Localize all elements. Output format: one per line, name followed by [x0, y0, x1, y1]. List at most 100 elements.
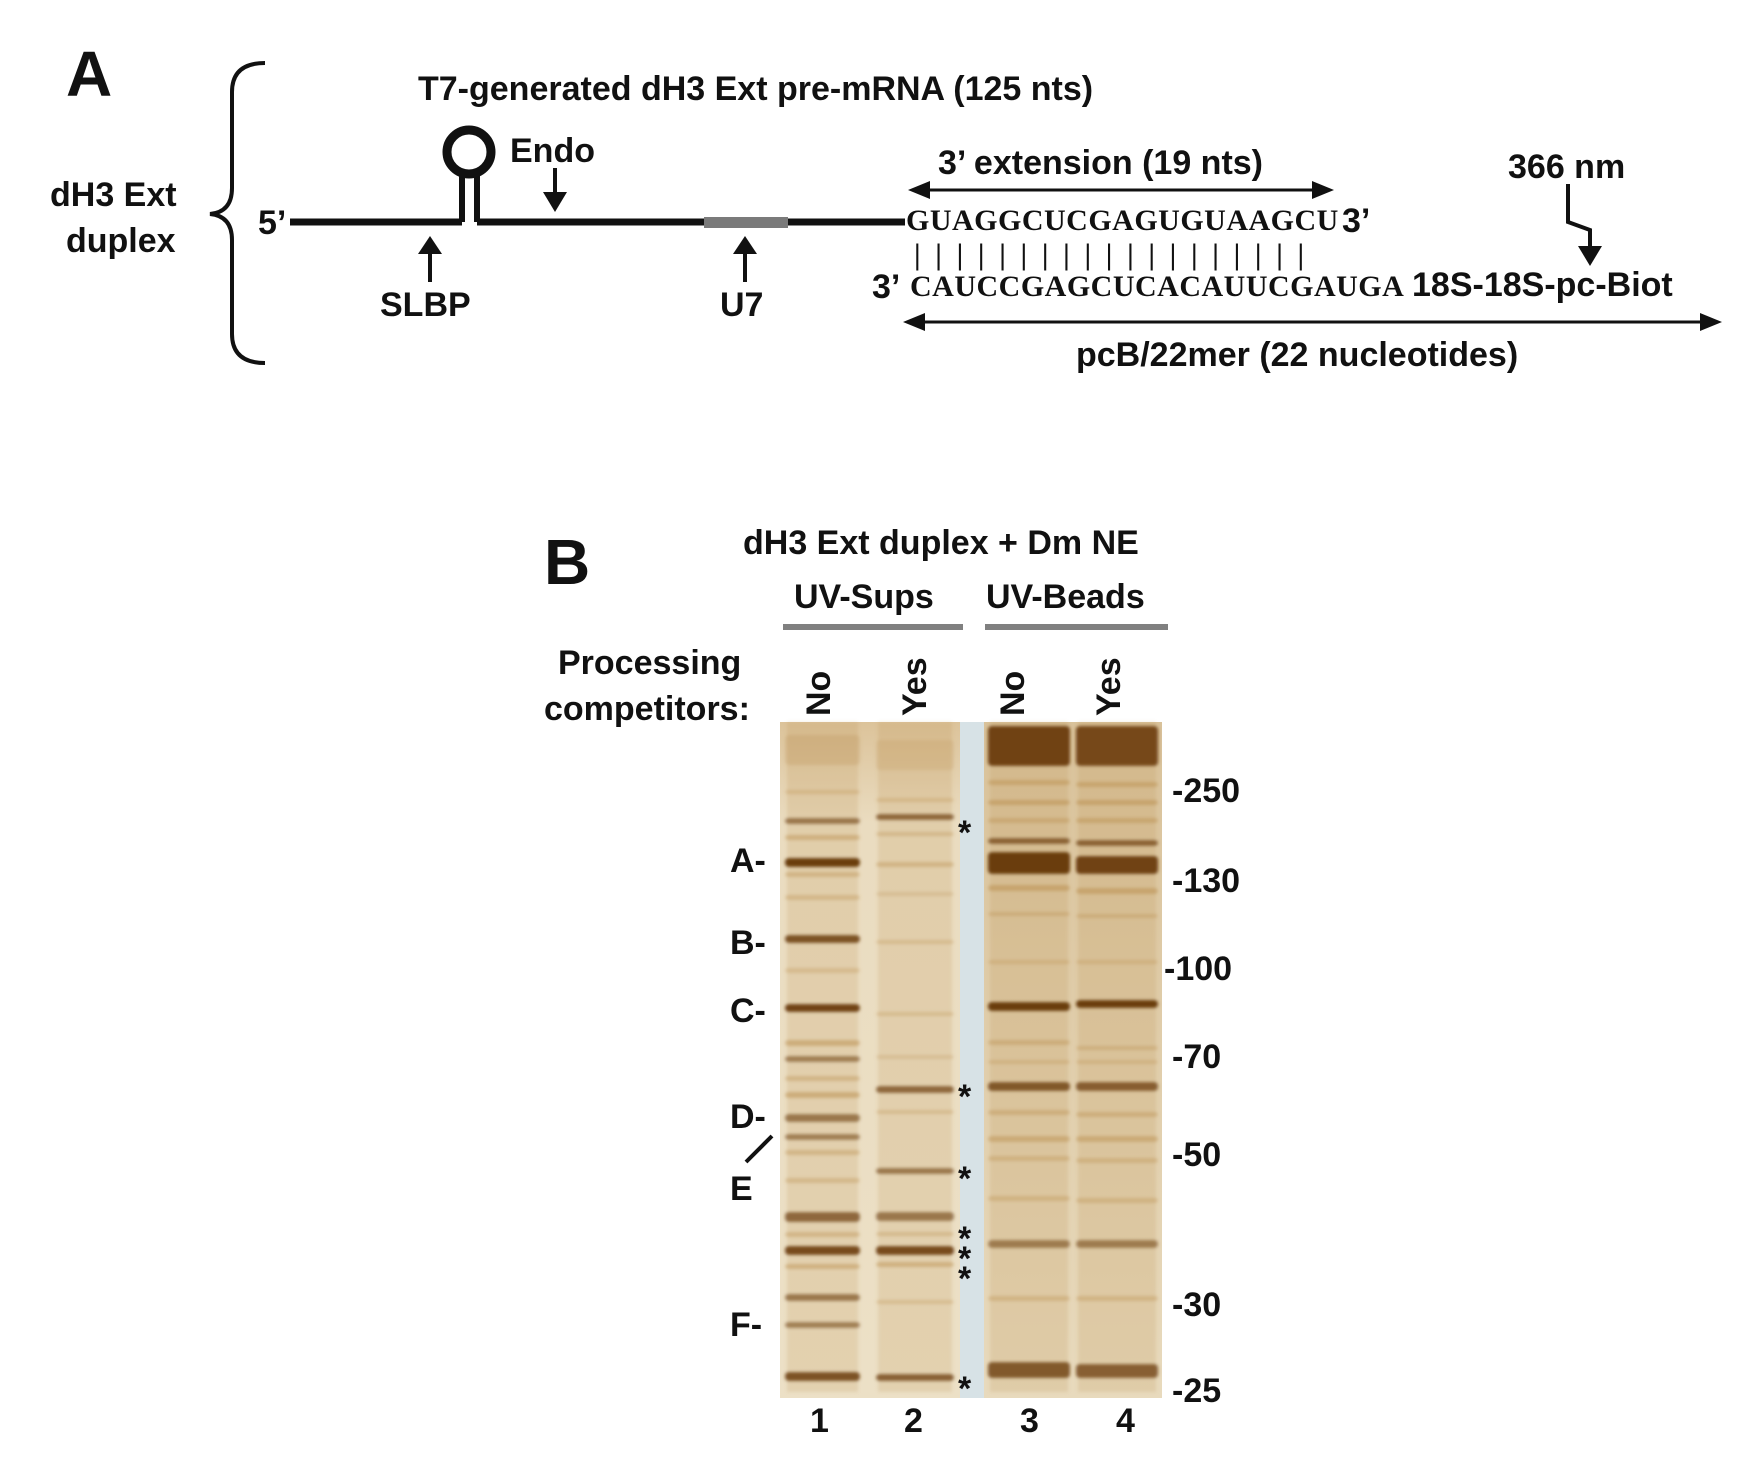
gel-band-lane2 [876, 1012, 954, 1016]
gel-band-lane2 [876, 940, 954, 944]
gel-band-lane3 [988, 1082, 1070, 1091]
gel-band-lane4 [1076, 1158, 1158, 1163]
gel-band-lane3 [988, 1362, 1070, 1378]
asterisk-5: * [958, 1240, 972, 1278]
gel-band-lane1 [785, 1056, 860, 1062]
gel-title: dH3 Ext duplex + Dm NE [743, 524, 1139, 562]
probe-label: 18S-18S-pc-Biot [1412, 266, 1673, 304]
duplex-label-line2: duplex [66, 222, 176, 260]
gel-band-lane2 [876, 1300, 954, 1304]
slbp-label: SLBP [380, 286, 471, 324]
gel-band-lane4 [1076, 888, 1158, 894]
base-pairing: | | | | | | | | | | | | | | | | | | | [914, 238, 1308, 271]
gel-band-lane4 [1076, 914, 1158, 918]
gel-band-lane1 [785, 1040, 860, 1046]
lane-number-3: 3 [1020, 1402, 1039, 1440]
gel-band-lane3 [988, 726, 1070, 766]
lane-smear-3 [990, 722, 1068, 1392]
asterisk-3: * [958, 1160, 972, 1198]
gel-band-lane1 [785, 895, 860, 900]
gel-band-lane1 [785, 1212, 860, 1222]
gel-band-lane2 [876, 862, 954, 867]
gel-band-lane3 [988, 818, 1070, 823]
gel-band-lane3 [988, 1060, 1070, 1064]
row-label-line2: competitors: [544, 690, 750, 728]
gel-band-lane4 [1076, 960, 1158, 964]
gel-band-lane2 [876, 1168, 954, 1174]
slbp-arrow [418, 236, 442, 254]
gel-band-lane1 [785, 1134, 860, 1140]
gel-band-lane1 [785, 1150, 860, 1155]
gel-band-lane2 [876, 1232, 954, 1236]
gel-band-lane3 [988, 1040, 1070, 1045]
gel-band-lane4 [1076, 1060, 1158, 1064]
gel-band-lane3 [988, 1110, 1070, 1115]
marker-250: -250 [1172, 772, 1241, 810]
gel-band-lane1 [785, 1232, 860, 1237]
band-label-f: F- [730, 1306, 763, 1344]
endo-label: Endo [510, 132, 595, 170]
gel-band-lane3 [988, 852, 1070, 874]
gel-band-lane4 [1076, 1364, 1158, 1378]
lane-number-2: 2 [904, 1402, 923, 1440]
gel-band-lane1 [785, 935, 860, 943]
gel-band-lane1 [785, 858, 860, 867]
gel-band-lane4 [1076, 1112, 1158, 1117]
gel-band-lane1 [785, 790, 860, 794]
uv-label: 366 nm [1508, 148, 1626, 186]
gel-band-lane4 [1076, 818, 1158, 823]
gel-band-lane4 [1076, 800, 1158, 805]
extension-arrow-right [1312, 181, 1334, 199]
gel-band-lane1 [785, 872, 860, 877]
gel-band-lane1 [785, 1004, 860, 1012]
group-label-sups: UV-Sups [794, 578, 934, 616]
gel-band-lane1 [785, 1264, 860, 1269]
gel-band-lane3 [988, 780, 1070, 785]
asterisk-7: * [958, 1370, 972, 1408]
duplex-brace [209, 61, 266, 365]
bottom-sequence: CAUCCGAGCUCACAUUCGAUGA [910, 270, 1405, 303]
marker-25: -25 [1172, 1372, 1222, 1410]
probe-length-label: pcB/22mer (22 nucleotides) [1076, 336, 1519, 374]
five-prime-label: 5’ [258, 204, 287, 242]
gel-band-lane4 [1076, 1046, 1158, 1050]
gel-band-lane1 [785, 1294, 860, 1301]
gel-band-lane4 [1076, 1198, 1158, 1203]
marker-70: -70 [1172, 1038, 1222, 1076]
gel-band-lane2 [876, 1055, 954, 1059]
gel-band-lane2 [876, 1110, 954, 1114]
duplex-label-line1: dH3 Ext [50, 176, 177, 214]
gel-band-lane2 [876, 1374, 954, 1381]
lane-number-4: 4 [1116, 1402, 1135, 1440]
gel-band-lane4 [1076, 840, 1158, 846]
gel-band-lane2 [876, 1212, 954, 1221]
top-three-prime-label: 3’ [1342, 202, 1371, 240]
gel-band-lane2 [876, 1086, 954, 1093]
gel-band-lane4 [1076, 1000, 1158, 1008]
gel-band-lane3 [988, 912, 1070, 916]
gel-band-lane4 [1076, 1240, 1158, 1248]
asterisk-4: * [958, 1220, 972, 1258]
gel-band-lane3 [988, 1136, 1070, 1142]
lane-number-1: 1 [810, 1402, 829, 1440]
gel-band-lane1 [785, 1246, 860, 1255]
gel-band-lane4 [1076, 1296, 1158, 1301]
top-sequence: GUAGGCUCGAGUGUAAGCU [906, 204, 1339, 237]
probe-arrow-left [903, 313, 925, 331]
gel-band-lane4 [1076, 856, 1158, 874]
group-label-beads: UV-Beads [986, 578, 1145, 616]
gel-band-lane1 [785, 735, 860, 765]
gel-band-lane3 [988, 1156, 1070, 1161]
panel-a-diagram [209, 61, 1722, 365]
gel-band-lane2 [876, 892, 954, 896]
gel-band-lane4 [1076, 726, 1158, 766]
gel-band-lane1 [785, 835, 860, 840]
gel-band-lane1 [785, 818, 860, 824]
gel-band-lane4 [1076, 1136, 1158, 1142]
probe-arrow-right [1700, 313, 1722, 331]
gel-band-lane2 [876, 798, 954, 802]
gel-band-lane2 [876, 1246, 954, 1255]
stem-loop-head [442, 125, 496, 179]
e-label-connector [744, 1134, 774, 1164]
